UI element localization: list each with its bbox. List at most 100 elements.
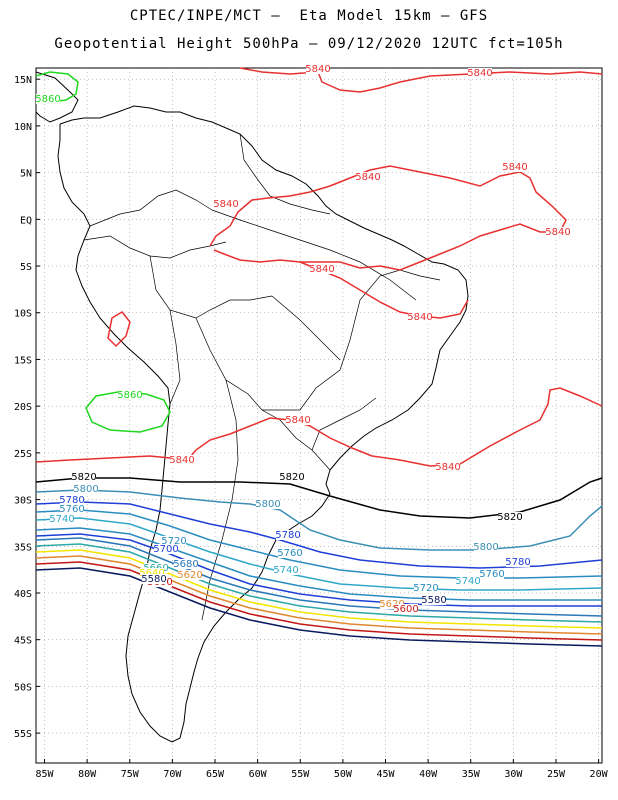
lon-label: 75W	[121, 769, 140, 780]
lat-label: 15S	[14, 355, 32, 366]
contour-5640	[35, 549, 603, 629]
contour-label: 5840	[285, 415, 310, 426]
lat-label: 20S	[14, 402, 32, 413]
contour-label: 5800	[255, 499, 280, 510]
lon-label: 35W	[462, 769, 481, 780]
contour-label-bg	[503, 162, 527, 172]
contour-label-bg	[142, 574, 166, 584]
contour-label-bg	[436, 462, 460, 472]
contour-label: 5780	[275, 530, 300, 541]
contour-label-bg	[60, 504, 84, 514]
contour-lines	[35, 67, 603, 647]
contour-label-bg	[278, 548, 302, 558]
contour-label-bg	[214, 199, 238, 209]
lat-label: 25S	[14, 449, 32, 460]
contour-label: 5820	[497, 512, 522, 523]
contour-5620	[35, 555, 603, 635]
lat-label: 50S	[14, 682, 32, 693]
lat-label: 10N	[14, 122, 32, 133]
contour-5600	[35, 561, 603, 641]
contour-label: 5780	[505, 557, 530, 568]
lon-label: 30W	[504, 769, 523, 780]
contour-5840-north	[239, 67, 603, 93]
contour-label-bg	[50, 514, 74, 524]
contour-label: 5640	[139, 568, 164, 579]
contour-label-bg	[306, 64, 330, 74]
contour-5860-bolivia	[85, 391, 171, 433]
contour-label-bg	[468, 68, 492, 78]
contour-label: 5700	[153, 544, 178, 555]
contour-label-bg	[422, 595, 446, 605]
contour-label-bg	[276, 530, 300, 540]
lat-label: 40S	[14, 589, 32, 600]
lat-label: 35S	[14, 542, 32, 553]
contour-label-bg	[170, 455, 194, 465]
contour-label-bg	[178, 570, 202, 580]
contour-5660	[35, 543, 603, 623]
contour-label-bg	[414, 583, 438, 593]
contour-label: 5840	[305, 64, 330, 75]
lon-label: 55W	[291, 769, 310, 780]
contour-label-bg	[74, 484, 98, 494]
contour-label-bg	[456, 576, 480, 586]
lat-label: 30S	[14, 496, 32, 507]
contour-label: 5840	[545, 227, 570, 238]
contour-label: 5840	[467, 68, 492, 79]
contour-5740	[35, 517, 603, 591]
lon-label: 50W	[334, 769, 353, 780]
contour-label: 5600	[393, 604, 418, 615]
contour-label-bg	[474, 542, 498, 552]
contour-label: 5760	[59, 504, 84, 515]
contour-label: 5820	[71, 472, 96, 483]
contour-label-bg	[546, 227, 570, 237]
contour-label-bg	[286, 415, 310, 425]
contour-5720	[35, 527, 602, 601]
axis-ticks	[36, 78, 600, 763]
contour-label-bg	[174, 559, 198, 569]
contour-label-bg	[280, 472, 304, 482]
contour-label: 5780	[59, 495, 84, 506]
contour-label-bg	[506, 557, 530, 567]
lat-label: 45S	[14, 636, 32, 647]
lon-label: 85W	[35, 769, 54, 780]
country-borders	[83, 133, 441, 621]
contour-label: 5740	[455, 576, 480, 587]
lat-label: 15N	[14, 75, 32, 86]
contour-label: 5840	[355, 172, 380, 183]
contour-5800	[35, 489, 603, 551]
contour-5820	[35, 477, 603, 519]
contour-label: 5840	[502, 162, 527, 173]
contour-label-bg	[380, 599, 404, 609]
contour-label-bg	[356, 172, 380, 182]
contour-label-bg	[154, 544, 178, 554]
lon-label: 80W	[78, 769, 97, 780]
lat-label: 55S	[14, 729, 32, 740]
lon-label: 45W	[376, 769, 395, 780]
contour-label: 5740	[49, 514, 74, 525]
chart-subtitle: Geopotential Height 500hPa – 09/12/2020 …	[54, 36, 564, 52]
contour-5840-amazon	[209, 165, 567, 271]
contour-label-bg	[118, 390, 142, 400]
map-frame	[35, 67, 603, 764]
lon-label: 40W	[419, 769, 438, 780]
contour-5680	[35, 537, 603, 617]
lon-label: 20W	[590, 769, 609, 780]
contour-label: 5840	[213, 199, 238, 210]
contour-label: 5720	[161, 536, 186, 547]
contour-label: 5800	[473, 542, 498, 553]
lat-label: 5S	[20, 262, 32, 273]
contour-label-bg	[36, 94, 60, 104]
contour-label: 5860	[35, 94, 60, 105]
lon-label: 60W	[249, 769, 268, 780]
contour-5840-peru	[107, 311, 131, 348]
contour-label: 5620	[177, 570, 202, 581]
chart-title: CPTEC/INPE/MCT – Eta Model 15km – GFS	[129, 8, 489, 24]
contour-label: 5800	[73, 484, 98, 495]
contour-label: 5580	[421, 595, 446, 606]
axis-labels: 15N 10N 5N EQ 5S 10S 15S 20S 25S 30S 35S 40S 45S 50S 5…	[14, 75, 609, 780]
contour-label-bg	[140, 568, 164, 578]
contour-label-bg	[274, 565, 298, 575]
contour-label: 5840	[407, 312, 432, 323]
contour-label-bg	[310, 264, 334, 274]
